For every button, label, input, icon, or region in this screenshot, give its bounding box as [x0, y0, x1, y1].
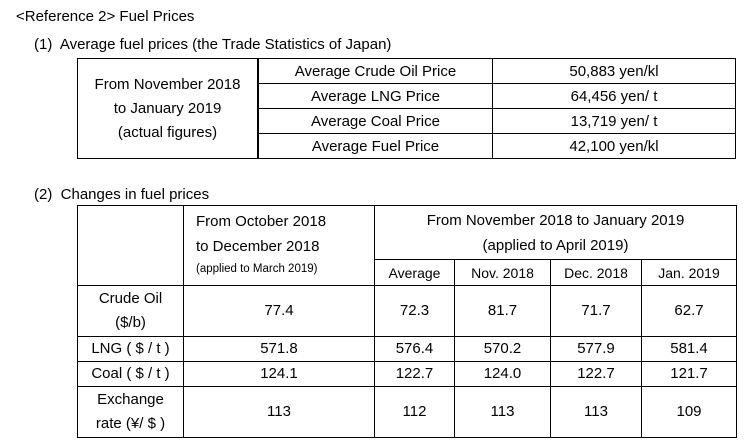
value-cell: 124.0	[454, 360, 551, 387]
value-cell: 112	[374, 385, 455, 439]
sub-header: Dec. 2018	[550, 259, 642, 287]
row-label-line: Crude Oil	[98, 289, 163, 307]
sub-header: Jan. 2019	[640, 259, 738, 287]
nov-jan-header: From November 2018 to January 2019 (appl…	[373, 204, 738, 261]
sub-header: Average	[374, 259, 455, 287]
value-cell: 121.7	[640, 360, 738, 387]
price-value: 64,456 yen/ t	[492, 83, 736, 109]
corner-cell	[77, 204, 184, 287]
price-value: 50,883 yen/kl	[492, 58, 736, 84]
row-label-line: rate (¥/ $ )	[95, 414, 166, 432]
row-label: Coal ( $ / t )	[77, 360, 184, 387]
table-row: Crude Oil ($/b) 77.4 72.3 81.7 71.7 62.7	[77, 285, 738, 337]
price-label: Average Crude Oil Price	[257, 58, 493, 84]
period-line-2: to January 2019	[113, 99, 222, 117]
period-cell: From November 2018 to January 2019 (actu…	[77, 58, 259, 159]
value-cell: 570.2	[454, 335, 551, 362]
col1-header-line-1: From October 2018	[196, 213, 327, 230]
sub-header: Nov. 2018	[454, 259, 551, 287]
value-cell: 576.4	[374, 335, 455, 362]
value-cell: 81.7	[454, 285, 551, 337]
value-cell: 77.4	[183, 285, 375, 337]
value-cell: 122.7	[550, 360, 642, 387]
price-label: Average LNG Price	[257, 83, 493, 109]
table-row: Coal ( $ / t ) 124.1 122.7 124.0 122.7 1…	[77, 360, 738, 387]
average-fuel-prices-table: From November 2018 to January 2019 (actu…	[77, 58, 736, 159]
price-value: 42,100 yen/kl	[492, 133, 736, 159]
value-cell: 72.3	[374, 285, 455, 337]
value-cell: 577.9	[550, 335, 642, 362]
value-cell: 71.7	[550, 285, 642, 337]
value-cell: 124.1	[183, 360, 375, 387]
page-heading: <Reference 2> Fuel Prices	[16, 8, 195, 25]
price-value: 13,719 yen/ t	[492, 108, 736, 134]
value-cell: 113	[454, 385, 551, 439]
value-cell: 109	[640, 385, 738, 439]
row-label: Crude Oil ($/b)	[77, 285, 184, 337]
col2-header-line-1: From November 2018 to January 2019	[426, 211, 685, 229]
value-cell: 122.7	[374, 360, 455, 387]
value-cell: 581.4	[640, 335, 738, 362]
fuel-price-changes-table: From October 2018 to December 2018 (appl…	[77, 204, 738, 439]
row-label-line: Exchange	[97, 390, 164, 408]
oct-dec-2018-header: From October 2018 to December 2018 (appl…	[183, 204, 375, 287]
value-cell: 571.8	[183, 335, 375, 362]
value-cell: 113	[183, 385, 375, 439]
section-2-title: (2) Changes in fuel prices	[34, 186, 210, 203]
price-label: Average Coal Price	[257, 108, 493, 134]
period-line-3: (actual figures)	[117, 123, 218, 141]
period-line-1: From November 2018	[94, 75, 241, 93]
section-1-title: (1) Average fuel prices (the Trade Stati…	[34, 36, 392, 53]
table-row: Exchange rate (¥/ $ ) 113 112 113 113 10…	[77, 385, 738, 439]
row-label: LNG ( $ / t )	[77, 335, 184, 362]
price-label: Average Fuel Price	[257, 133, 493, 159]
row-label-line: ($/b)	[115, 313, 146, 331]
value-cell: 113	[550, 385, 642, 439]
col2-header-line-2: (applied to April 2019)	[482, 236, 629, 254]
table-row: LNG ( $ / t ) 571.8 576.4 570.2 577.9 58…	[77, 335, 738, 362]
row-label: Exchange rate (¥/ $ )	[77, 385, 184, 439]
col1-header-line-3: (applied to March 2019)	[196, 263, 318, 275]
value-cell: 62.7	[640, 285, 738, 337]
col1-header-line-2: to December 2018	[196, 238, 320, 255]
